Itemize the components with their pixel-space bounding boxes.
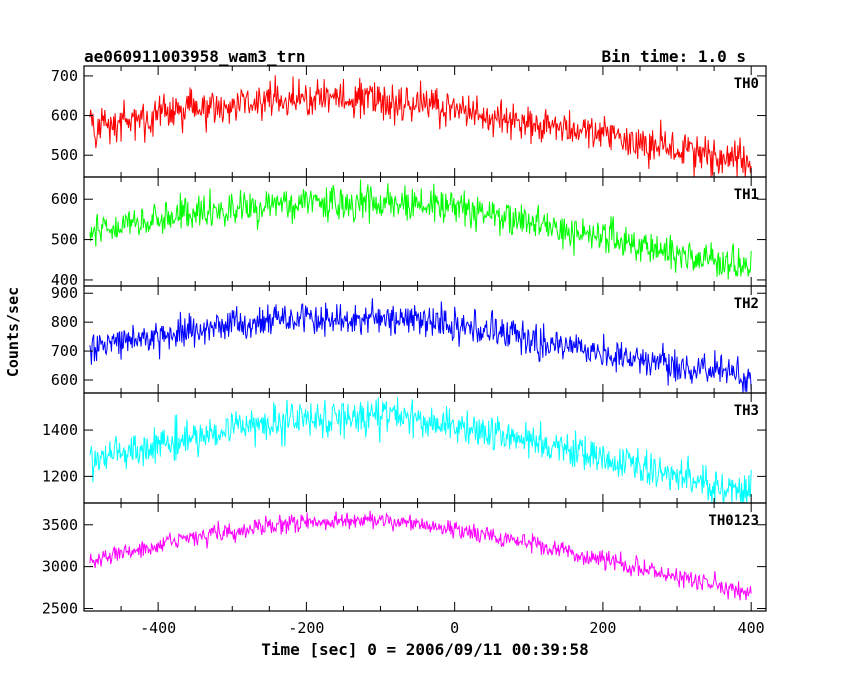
panel-label-th2: TH2 <box>734 296 759 312</box>
x-tick-label: -200 <box>288 619 324 637</box>
panel-label-th0123: TH0123 <box>708 513 759 529</box>
x-tick-label: 0 <box>450 619 459 637</box>
y-tick-label: 400 <box>51 271 78 289</box>
panel-frame-th1 <box>83 176 767 287</box>
chart-title: ae060911003958_wam3_trn <box>84 47 306 66</box>
series-line-th1 <box>89 179 752 280</box>
y-tick-label: 500 <box>51 146 78 164</box>
x-tick-label: 400 <box>738 619 765 637</box>
y-tick-label: 1200 <box>42 467 78 485</box>
panels-group: 500 600 700 TH0 400 500 600 TH1 600 700 800 900 TH2 1… <box>42 65 767 637</box>
y-tick-label: 600 <box>51 371 78 389</box>
bin-time-label: Bin time: 1.0 s <box>602 47 747 66</box>
series-line-th0123 <box>89 510 752 601</box>
x-axis-label: Time [sec] 0 = 2006/09/11 00:39:58 <box>261 640 589 659</box>
y-tick-label: 900 <box>51 284 78 302</box>
y-tick-label: 700 <box>51 67 78 85</box>
y-tick-label: 3500 <box>42 516 78 534</box>
panel-label-th1: TH1 <box>734 187 759 203</box>
x-tick-label: 200 <box>589 619 616 637</box>
y-tick-label: 2500 <box>42 599 78 617</box>
y-tick-label: 700 <box>51 342 78 360</box>
y-tick-label: 500 <box>51 231 78 249</box>
panel-frame-th0123 <box>83 502 767 612</box>
panel-label-th3: TH3 <box>734 403 759 419</box>
y-tick-label: 3000 <box>42 558 78 576</box>
y-axis-label: Counts/sec <box>4 287 22 377</box>
panel-frame-th3 <box>83 392 767 504</box>
y-tick-label: 1400 <box>42 421 78 439</box>
x-tick-label: -400 <box>140 619 176 637</box>
y-tick-label: 800 <box>51 313 78 331</box>
panel-frame-th0 <box>83 65 767 178</box>
series-line-th2 <box>89 298 752 394</box>
panel-label-th0: TH0 <box>734 76 759 92</box>
series-line-th0 <box>89 75 752 178</box>
y-tick-label: 600 <box>51 107 78 125</box>
series-line-th3 <box>89 397 752 504</box>
y-tick-label: 600 <box>51 190 78 208</box>
